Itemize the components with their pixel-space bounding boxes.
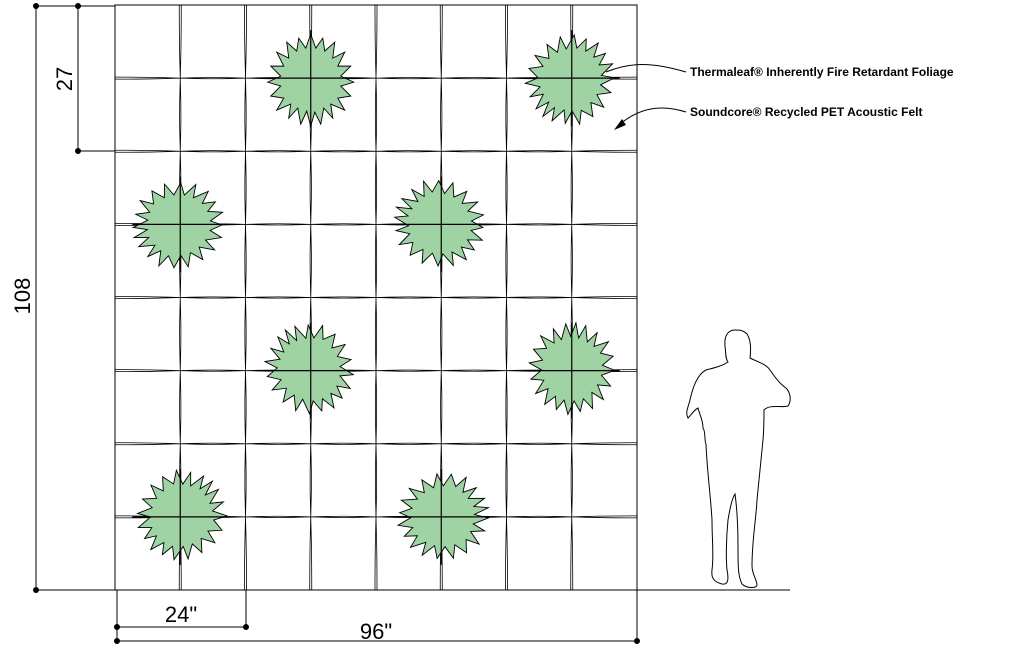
- callout-foliage: Thermaleaf® Inherently Fire Retardant Fo…: [605, 64, 954, 79]
- vertical-seam: [505, 4, 508, 591]
- module-height-label: 27: [52, 67, 77, 91]
- vertical-seam: [374, 4, 378, 591]
- dimension-module-width: 24": [114, 590, 249, 644]
- overall-width-label: 96": [360, 619, 392, 644]
- vertical-seam: [244, 4, 247, 591]
- foliage-cluster-icon: [248, 306, 372, 432]
- module-width-label: 24": [165, 602, 197, 627]
- dimension-overall-height: 108: [10, 3, 115, 593]
- overall-height-label: 108: [10, 278, 35, 315]
- callout-felt: Soundcore® Recycled PET Acoustic Felt: [614, 105, 922, 130]
- horizontal-seam: [114, 149, 638, 153]
- callout-foliage-label: Thermaleaf® Inherently Fire Retardant Fo…: [690, 65, 954, 79]
- foliage-cluster-icon: [118, 451, 245, 579]
- dimension-module-height: 27: [52, 3, 115, 154]
- foliage-layer: [118, 16, 634, 579]
- person-silhouette-icon: [686, 329, 791, 588]
- horizontal-seam: [114, 296, 638, 299]
- callout-felt-label: Soundcore® Recycled PET Acoustic Felt: [690, 105, 922, 119]
- horizontal-seam: [114, 442, 638, 446]
- dimension-overall-width: 96": [114, 590, 640, 644]
